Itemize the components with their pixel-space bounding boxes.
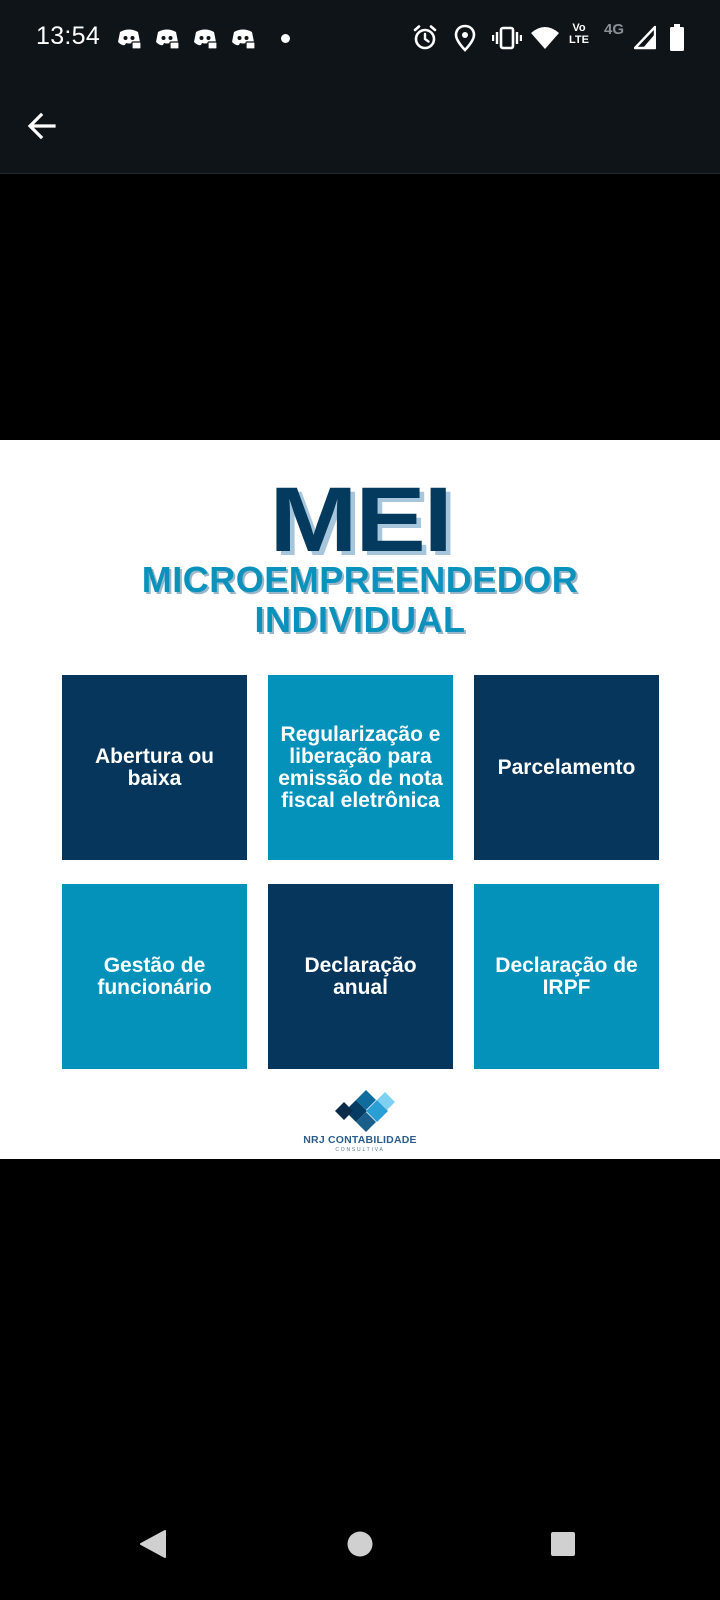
service-tile-label: Abertura ou baixa: [94, 744, 214, 790]
location-icon: [454, 24, 476, 52]
arrow-left-icon[interactable]: [22, 106, 62, 146]
back-triangle-icon[interactable]: [138, 1528, 168, 1560]
post-title: MEI: [269, 469, 452, 571]
status-time: 13:54: [36, 22, 101, 50]
service-tile-label: Declaração anual: [304, 953, 417, 999]
discord-icon: [232, 29, 256, 50]
battery-icon: [670, 24, 684, 51]
service-tile-label: Gestão de funcionário: [97, 953, 212, 999]
discord-icon: [194, 29, 218, 50]
service-tile: Declaração de IRPF: [474, 884, 659, 1069]
service-tile: Abertura ou baixa: [62, 675, 247, 860]
status-bar: 13:54: [0, 0, 720, 78]
service-tile-label: Regularização e liberação para emissão d…: [278, 722, 443, 812]
discord-icon: [156, 29, 180, 50]
vibrate-icon: [492, 26, 522, 50]
post-image: MEI MICROEMPREENDEDOR INDIVIDUAL Abertur…: [0, 440, 720, 1159]
more-notifications-dot: [281, 34, 290, 43]
service-tile-label: Declaração de IRPF: [495, 953, 638, 999]
lte-label: LTE: [569, 34, 589, 46]
service-tile: Gestão de funcionário: [62, 884, 247, 1069]
home-circle-icon[interactable]: [346, 1530, 374, 1558]
network-type: 4G: [604, 21, 625, 38]
recents-square-icon[interactable]: [550, 1531, 576, 1557]
service-tile: Regularização e liberação para emissão d…: [268, 675, 453, 860]
service-tile-label: Parcelamento: [497, 755, 636, 779]
volte-label: Vo: [572, 22, 586, 34]
discord-icon: [118, 29, 142, 50]
signal-icon: [634, 25, 656, 50]
logo-name: NRJ CONTABILIDADE: [303, 1134, 417, 1146]
post-subtitle-line2: INDIVIDUAL: [254, 599, 466, 640]
diamond-logo-icon: [335, 1090, 395, 1132]
post-subtitle-line1: MICROEMPREENDEDOR: [141, 559, 579, 600]
app-bar: [0, 78, 720, 174]
alarm-icon: [413, 25, 437, 50]
wifi-icon: [531, 27, 559, 49]
company-logo: NRJ CONTABILIDADE CONSULTIVA: [303, 1090, 417, 1154]
service-tile: Parcelamento: [474, 675, 659, 860]
logo-tagline: CONSULTIVA: [335, 1147, 385, 1153]
service-tile: Declaração anual: [268, 884, 453, 1069]
navigation-bar: [0, 1500, 720, 1600]
volte-indicator: Vo LTE: [569, 22, 589, 46]
